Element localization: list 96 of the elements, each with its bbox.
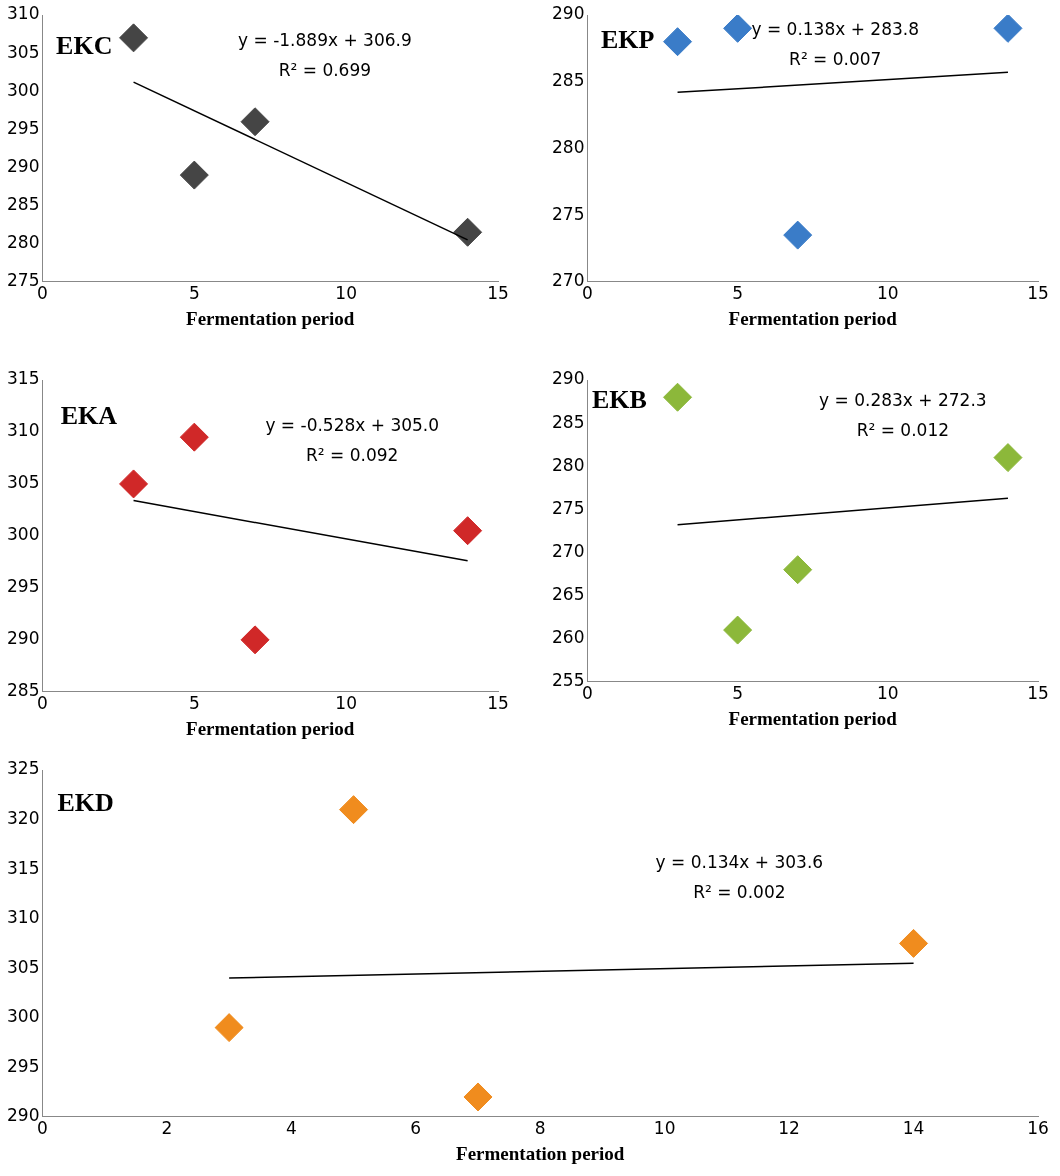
x-tick-label: 5 xyxy=(188,693,200,714)
y-tick-label: 315 xyxy=(6,368,40,389)
y-tick-label: 310 xyxy=(6,3,40,24)
y-tick-label: 285 xyxy=(6,193,40,214)
point xyxy=(339,795,369,825)
point xyxy=(463,1082,493,1112)
y-tick-label: 260 xyxy=(551,627,585,648)
point xyxy=(240,107,270,137)
x-tick-label: 8 xyxy=(534,1118,546,1139)
annotation: y = 0.138x + 283.8 xyxy=(751,19,920,40)
annotation: y = 0.283x + 272.3 xyxy=(819,389,987,410)
x-tick-label: 6 xyxy=(410,1118,422,1139)
x-tick-label: 2 xyxy=(161,1118,173,1139)
y-tick-label: 280 xyxy=(551,454,585,475)
y-tick-label: 295 xyxy=(6,117,40,138)
y-tick-label: 265 xyxy=(551,583,585,604)
x-axis-title: Fermentation period xyxy=(186,307,355,329)
point xyxy=(453,516,483,546)
y-tick-label: 315 xyxy=(6,857,40,878)
y-tick-label: 285 xyxy=(551,70,585,91)
y-tick-label: 305 xyxy=(6,956,40,977)
y-tick-label: 300 xyxy=(6,524,40,545)
text: EKD xyxy=(57,788,114,818)
x-tick-label: 10 xyxy=(335,693,357,714)
annotation: R² = 0.002 xyxy=(693,882,786,903)
x-tick-label: 0 xyxy=(37,1118,48,1139)
annotation: R² = 0.699 xyxy=(278,60,372,81)
point xyxy=(240,625,270,655)
point xyxy=(663,382,693,412)
x-tick-label: 5 xyxy=(732,283,744,304)
text: EKA xyxy=(60,401,118,431)
chart-title: EKP xyxy=(600,25,655,55)
x-axis-title: Fermentation period xyxy=(728,307,898,329)
point xyxy=(993,15,1023,43)
x-tick-label: 0 xyxy=(582,683,593,704)
point xyxy=(214,1013,244,1043)
y-tick-label: 305 xyxy=(6,472,40,493)
point xyxy=(119,23,149,53)
x-tick-label: 0 xyxy=(37,693,48,714)
y-tick-label: 290 xyxy=(551,3,585,24)
y-tick-label: 310 xyxy=(6,420,40,441)
point xyxy=(179,422,209,452)
y-tick-label: 290 xyxy=(551,368,585,389)
x-tick-label: 14 xyxy=(902,1118,925,1139)
point xyxy=(179,160,209,190)
x-tick-label: 4 xyxy=(285,1118,297,1139)
x-tick-label: 5 xyxy=(732,683,744,704)
y-tick-label: 290 xyxy=(6,628,40,649)
x-axis-title: Fermentation period xyxy=(456,1142,625,1164)
y-tick-label: 270 xyxy=(551,540,585,561)
annotation: y = 0.134x + 303.6 xyxy=(655,852,824,873)
annotation: y = -0.528x + 305.0 xyxy=(265,415,440,436)
y-tick-label: 320 xyxy=(6,807,40,828)
x-axis-title: Fermentation period xyxy=(728,707,898,729)
annotation: R² = 0.092 xyxy=(306,445,399,466)
y-tick-label: 300 xyxy=(6,79,40,100)
y-tick-label: 305 xyxy=(6,41,40,62)
y-tick-label: 285 xyxy=(551,411,585,432)
x-tick-label: 15 xyxy=(1027,683,1049,704)
x-tick-label: 15 xyxy=(487,693,509,714)
x-tick-label: 5 xyxy=(188,283,200,304)
x-tick-label: 10 xyxy=(653,1118,676,1139)
point xyxy=(723,15,753,43)
point xyxy=(119,469,149,499)
annotation: y = -1.889x + 306.9 xyxy=(238,30,412,51)
y-tick-label: 275 xyxy=(551,497,585,518)
y-tick-label: 300 xyxy=(6,1006,40,1027)
y-tick-label: 290 xyxy=(6,155,40,176)
y-tick-label: 295 xyxy=(6,1055,40,1076)
x-tick-label: 10 xyxy=(877,683,899,704)
x-tick-label: 16 xyxy=(1027,1118,1049,1139)
text: EKC xyxy=(56,30,113,60)
x-tick-label: 0 xyxy=(37,283,48,304)
point xyxy=(663,27,693,57)
x-tick-label: 15 xyxy=(487,283,509,304)
y-tick-label: 280 xyxy=(6,232,40,253)
annotation: R² = 0.007 xyxy=(789,49,882,70)
x-tick-label: 10 xyxy=(335,283,357,304)
x-tick-label: 10 xyxy=(877,283,899,304)
annotation: R² = 0.012 xyxy=(856,419,950,440)
point xyxy=(993,443,1023,473)
point xyxy=(453,217,483,247)
y-tick-label: 275 xyxy=(551,203,585,224)
x-tick-label: 15 xyxy=(1027,283,1049,304)
point xyxy=(783,220,813,250)
point xyxy=(783,555,813,585)
y-tick-label: 325 xyxy=(6,758,40,779)
x-tick-label: 0 xyxy=(582,283,593,304)
point xyxy=(723,615,753,645)
point xyxy=(899,928,929,958)
y-tick-label: 280 xyxy=(551,136,585,157)
x-tick-label: 12 xyxy=(778,1118,800,1139)
y-tick-label: 295 xyxy=(6,576,40,597)
chart-title: EKB xyxy=(591,384,647,414)
y-tick-label: 310 xyxy=(6,907,40,928)
x-axis-title: Fermentation period xyxy=(186,717,355,739)
